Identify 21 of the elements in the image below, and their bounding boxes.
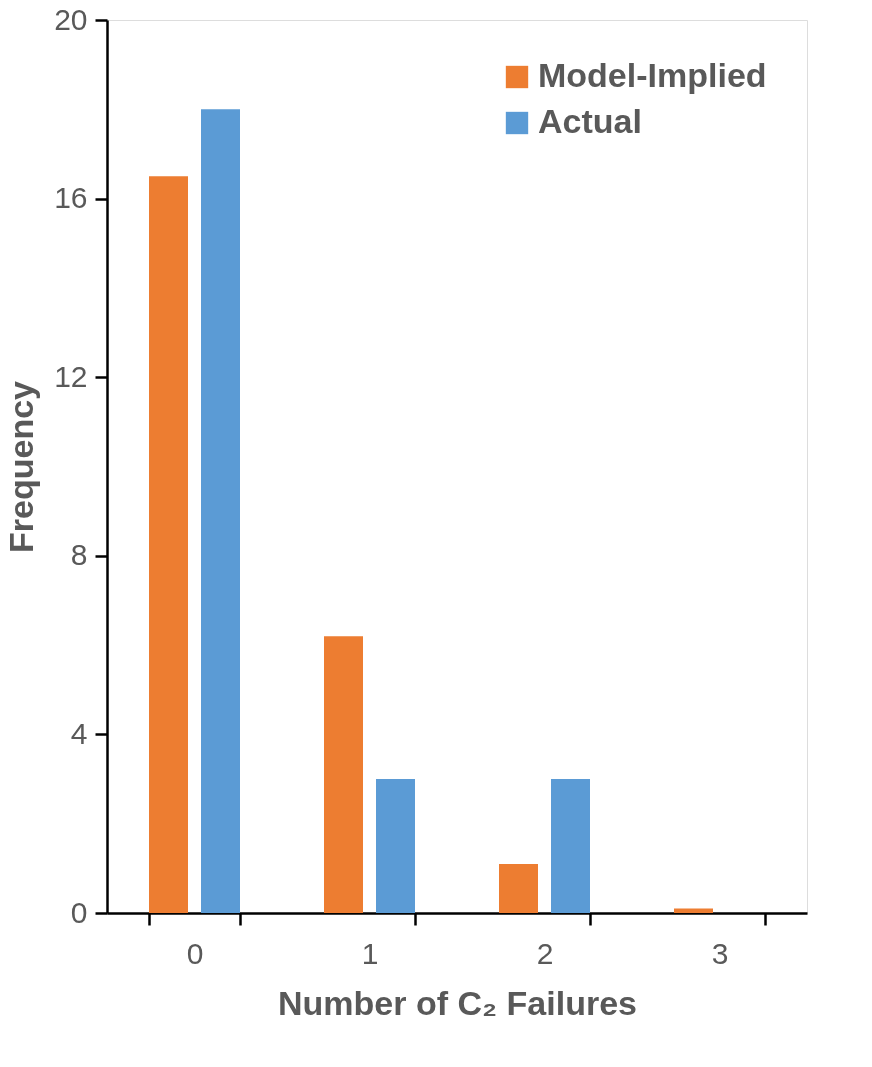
y-tick-label: 8 — [70, 538, 88, 572]
bar — [376, 779, 415, 913]
legend-label: Model-Implied — [538, 56, 767, 94]
y-tick-label: 20 — [54, 2, 88, 36]
x-axis-title: Number of C₂ Failures — [278, 983, 637, 1022]
bar — [324, 636, 363, 913]
y-tick-label: 16 — [54, 181, 88, 215]
y-tick-label: 4 — [70, 716, 88, 750]
bar — [551, 779, 590, 913]
y-axis-title: Frequency — [2, 380, 41, 553]
x-tick-label: 0 — [186, 936, 204, 970]
legend-label: Actual — [538, 102, 642, 140]
y-tick-label: 12 — [54, 359, 88, 393]
bar — [201, 109, 240, 913]
bar — [149, 176, 188, 913]
bar — [499, 863, 538, 913]
x-tick-label: 1 — [361, 936, 379, 970]
y-tick-label: 0 — [70, 895, 88, 929]
bar — [674, 908, 713, 913]
x-tick-label: 3 — [711, 936, 729, 970]
x-tick-label: 2 — [536, 936, 554, 970]
